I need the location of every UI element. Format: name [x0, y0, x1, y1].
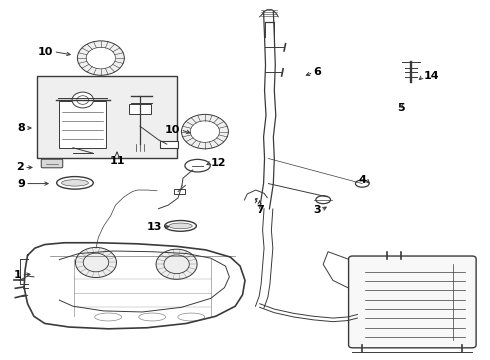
Text: 10: 10	[165, 125, 180, 135]
Text: 1: 1	[13, 270, 21, 280]
Text: 10: 10	[38, 46, 53, 57]
Text: 3: 3	[313, 206, 321, 216]
Bar	[59, 101, 106, 148]
Circle shape	[156, 249, 197, 279]
Ellipse shape	[355, 180, 369, 187]
Text: 12: 12	[211, 158, 226, 168]
FancyBboxPatch shape	[348, 256, 476, 348]
Ellipse shape	[165, 221, 196, 231]
Bar	[174, 189, 185, 194]
Circle shape	[190, 121, 220, 142]
Text: 2: 2	[16, 162, 24, 172]
Text: 5: 5	[397, 103, 405, 113]
Text: 8: 8	[17, 123, 25, 133]
Circle shape	[86, 47, 116, 69]
Circle shape	[181, 114, 228, 149]
Bar	[160, 140, 177, 148]
Circle shape	[72, 92, 94, 108]
Text: 9: 9	[17, 179, 25, 189]
Text: 7: 7	[256, 205, 264, 215]
FancyBboxPatch shape	[41, 159, 63, 168]
Ellipse shape	[57, 177, 93, 189]
Text: 4: 4	[358, 175, 366, 185]
Text: 13: 13	[147, 222, 162, 231]
Ellipse shape	[185, 159, 210, 172]
Ellipse shape	[62, 180, 88, 186]
Ellipse shape	[316, 196, 331, 204]
Circle shape	[75, 247, 117, 278]
Bar	[37, 76, 176, 158]
Circle shape	[77, 41, 124, 75]
Bar	[129, 104, 151, 114]
Text: 11: 11	[109, 156, 125, 166]
Ellipse shape	[169, 223, 192, 229]
Text: 6: 6	[314, 67, 321, 77]
Text: 14: 14	[423, 71, 439, 81]
